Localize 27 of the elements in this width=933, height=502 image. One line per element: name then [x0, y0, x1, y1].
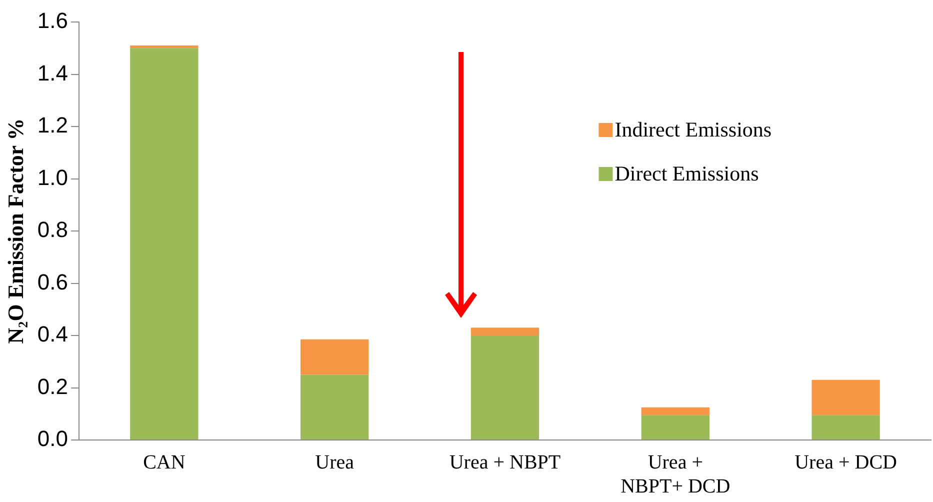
x-tick-label: Urea	[315, 451, 354, 474]
bar	[470, 328, 540, 336]
legend-label: Direct Emissions	[614, 162, 759, 186]
y-tick-label: 1.2	[37, 112, 68, 138]
y-tick-label: 1.4	[37, 60, 68, 86]
bar	[130, 48, 198, 440]
y-tick-label: 0.0	[37, 426, 68, 452]
y-tick-label: 1.6	[37, 8, 68, 34]
bar	[130, 46, 198, 48]
y-tick-label: 0.6	[37, 269, 68, 294]
bar	[470, 336, 540, 440]
y-tick-label: 0.8	[37, 217, 68, 242]
bar	[641, 415, 710, 440]
y-tick-label: 0.4	[37, 322, 68, 347]
bar	[300, 339, 369, 375]
y-axis-title: N₂O Emission Factor %	[2, 118, 28, 344]
y-tick-label: 1.0	[37, 164, 68, 190]
x-tick-label: Urea + DCD	[794, 451, 897, 474]
x-tick-label: Urea + NBPT+ DCD	[620, 451, 730, 498]
x-tick-label: Urea + NBPT	[449, 451, 561, 474]
legend-label: Indirect Emissions	[614, 118, 772, 142]
y-tick-label: 0.2	[37, 374, 68, 399]
x-tick-label: CAN	[143, 451, 186, 474]
bar	[641, 407, 710, 416]
bar	[300, 374, 369, 440]
bar	[812, 415, 880, 440]
bar	[812, 380, 880, 416]
